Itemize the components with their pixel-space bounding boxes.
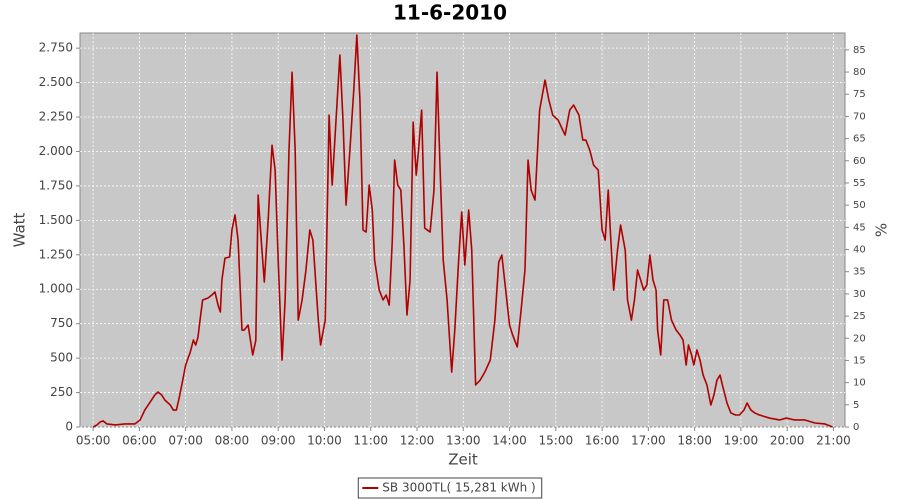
x-tick-label: 10:00: [307, 434, 342, 448]
x-tick-label: 21:00: [816, 434, 851, 448]
y2-tick-label: 15: [853, 355, 866, 366]
x-tick-label: 14:00: [492, 434, 527, 448]
y-tick-label: 2.000: [39, 144, 73, 158]
y2-tick-label: 40: [853, 245, 866, 256]
y2-tick-label: 20: [853, 333, 866, 344]
y2-tick-label: 85: [853, 45, 866, 56]
y-tick-label: 500: [50, 351, 73, 365]
x-tick-label: 19:00: [724, 434, 759, 448]
x-tick-label: 16:00: [585, 434, 620, 448]
x-tick-label: 09:00: [261, 434, 296, 448]
x-tick-label: 11:00: [353, 434, 388, 448]
x-axis-label: Zeit: [448, 451, 478, 469]
y-tick-label: 1.000: [39, 282, 73, 296]
legend-label: SB 3000TL( 15,281 kWh ): [382, 481, 535, 495]
y-axis-label: Watt: [11, 212, 29, 247]
y-tick-label: 0: [65, 420, 73, 434]
y2-tick-label: 65: [853, 134, 866, 145]
y2-tick-label: 10: [853, 378, 866, 389]
x-tick-label: 20:00: [770, 434, 805, 448]
x-tick-label: 18:00: [677, 434, 712, 448]
y-tick-label: 1.250: [39, 247, 73, 261]
y2-axis-label: %: [873, 223, 891, 237]
y-tick-label: 750: [50, 316, 73, 330]
y2-tick-label: 0: [853, 422, 859, 433]
y2-tick-label: 60: [853, 156, 866, 167]
y-tick-label: 250: [50, 385, 73, 399]
y-tick-label: 1.500: [39, 213, 73, 227]
y-tick-label: 2.750: [39, 41, 73, 55]
chart-title: 11-6-2010: [393, 1, 507, 25]
y2-tick-label: 35: [853, 267, 866, 278]
y2-tick-label: 5: [853, 400, 859, 411]
x-tick-label: 05:00: [76, 434, 111, 448]
y-tick-label: 2.250: [39, 110, 73, 124]
y-tick-label: 2.500: [39, 75, 73, 89]
data-line: [92, 34, 833, 428]
x-tick-label: 08:00: [215, 434, 250, 448]
x-tick-label: 15:00: [539, 434, 574, 448]
y2-tick-label: 30: [853, 289, 866, 300]
legend: SB 3000TL( 15,281 kWh ): [357, 477, 543, 499]
y2-tick-label: 50: [853, 200, 866, 211]
y2-tick-label: 45: [853, 222, 866, 233]
legend-box: [357, 477, 543, 499]
x-tick-label: 13:00: [446, 434, 481, 448]
x-tick-label: 17:00: [631, 434, 666, 448]
y2-tick-label: 70: [853, 111, 866, 122]
y2-tick-label: 80: [853, 67, 866, 78]
x-tick-label: 12:00: [400, 434, 435, 448]
y-tick-label: 1.750: [39, 178, 73, 192]
y2-tick-label: 25: [853, 311, 866, 322]
x-tick-label: 06:00: [122, 434, 157, 448]
y2-tick-label: 55: [853, 178, 866, 189]
x-tick-label: 07:00: [168, 434, 203, 448]
y2-tick-label: 75: [853, 89, 866, 100]
